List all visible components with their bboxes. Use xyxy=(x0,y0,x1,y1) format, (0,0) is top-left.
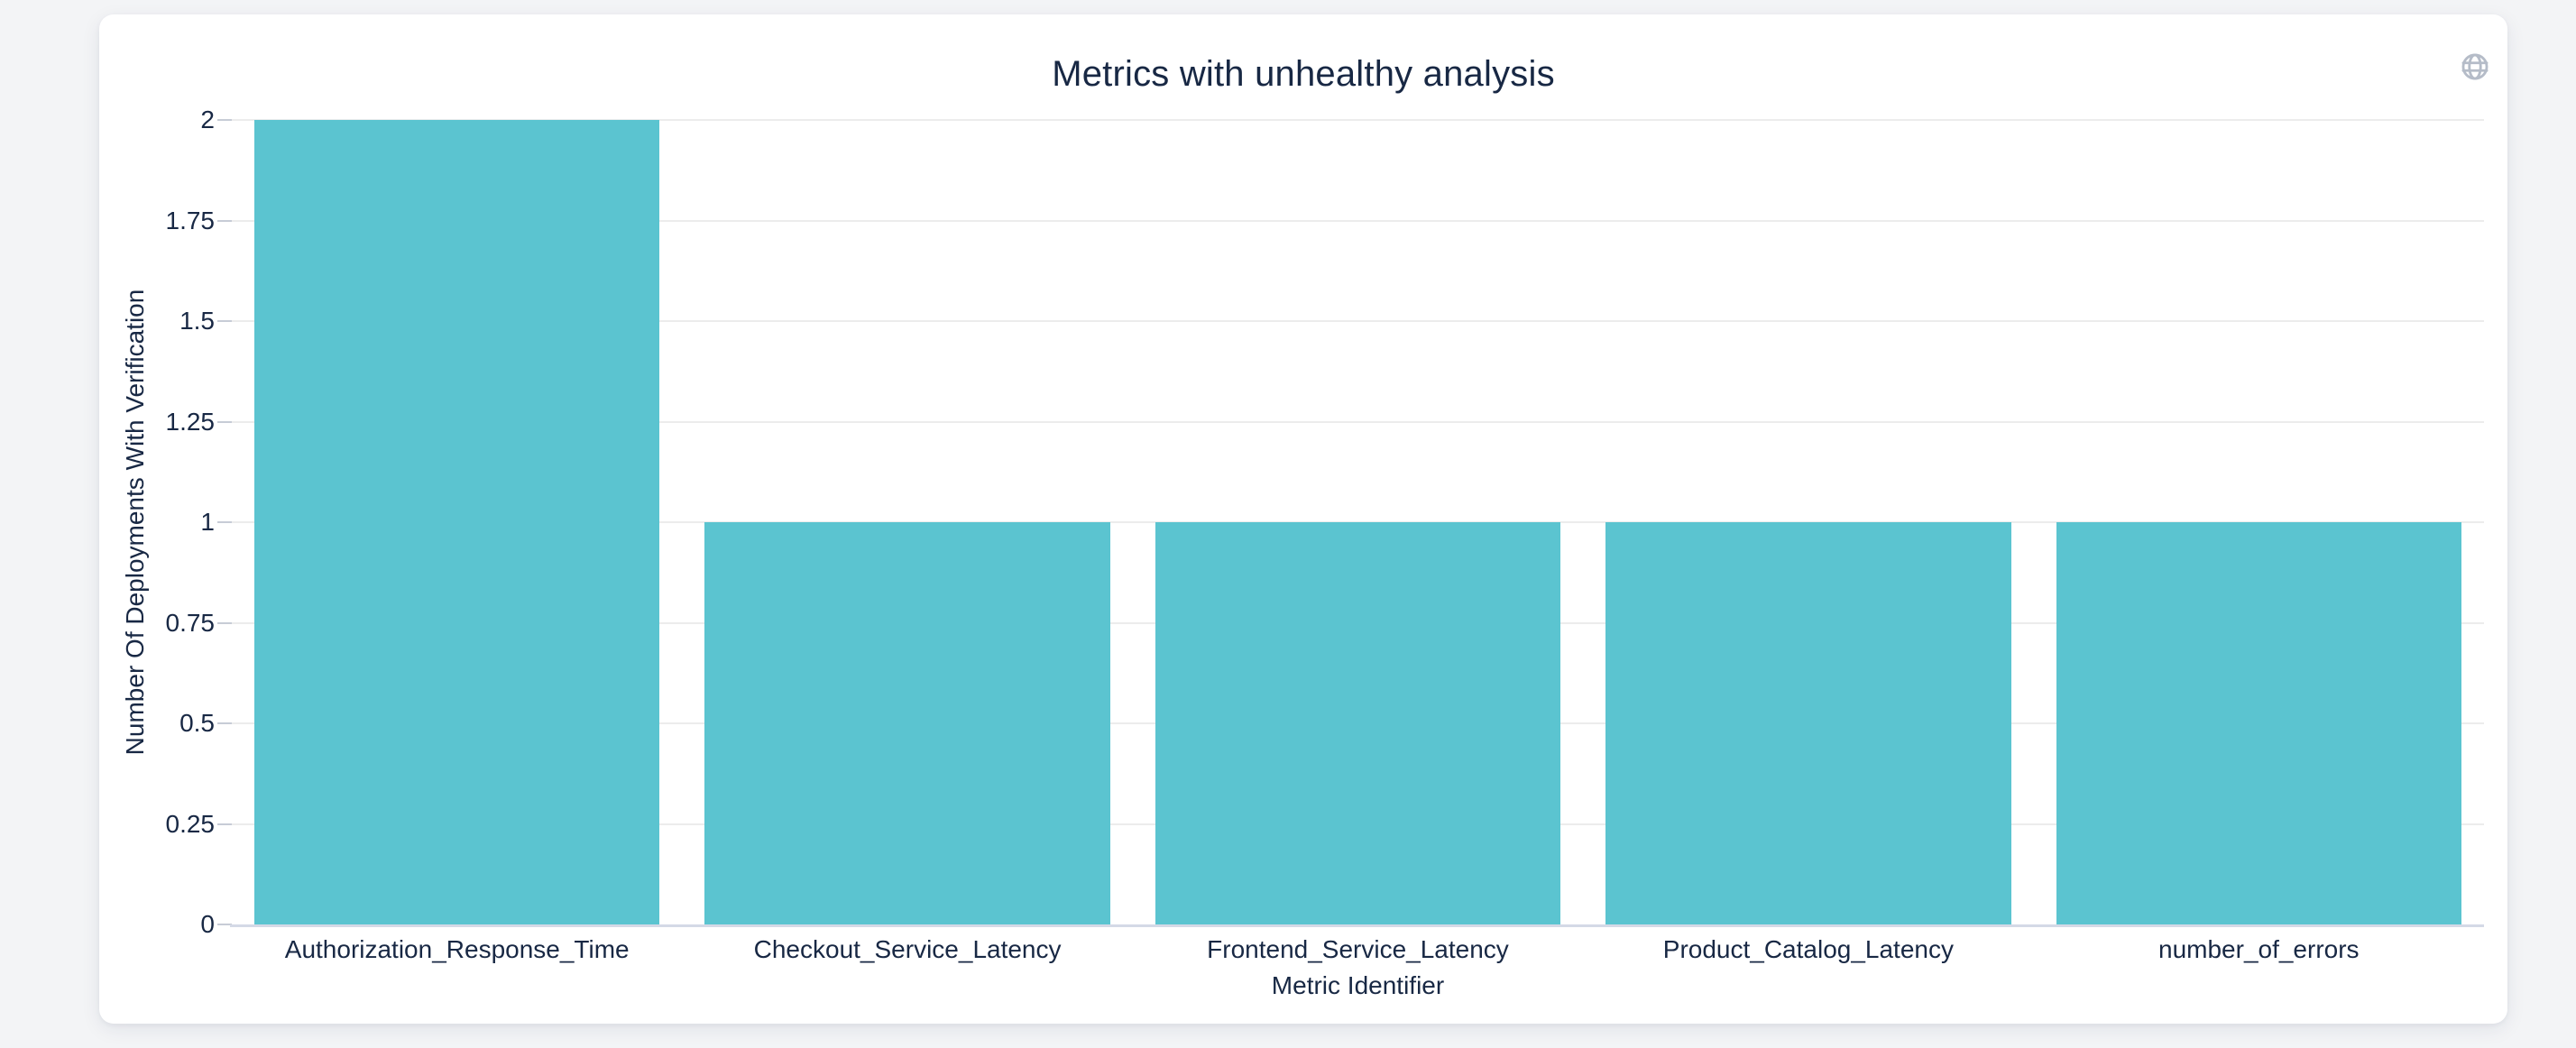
globe-icon xyxy=(2460,51,2490,82)
y-tick-mark xyxy=(217,119,232,121)
plot-area xyxy=(230,119,2484,927)
y-tick-mark xyxy=(217,924,232,925)
y-tick-label: 1.5 xyxy=(179,307,215,335)
y-tick-label: 1.75 xyxy=(165,206,216,234)
bar-number_of_errors[interactable] xyxy=(2056,522,2462,924)
y-tick-mark xyxy=(217,420,232,423)
x-category-label: Checkout_Service_Latency xyxy=(753,935,1062,963)
bar-Product_Catalog_Latency[interactable] xyxy=(1605,522,2011,924)
y-tick-mark xyxy=(217,823,232,825)
bar-Frontend_Service_Latency[interactable] xyxy=(1155,522,1561,924)
gridline-1.25 xyxy=(232,420,2484,423)
x-axis-title: Metric Identifier xyxy=(1271,971,1445,999)
y-tick-mark xyxy=(217,621,232,624)
globe-icon-button[interactable] xyxy=(2457,49,2493,85)
y-tick-mark xyxy=(217,521,232,523)
x-category-label: Frontend_Service_Latency xyxy=(1207,935,1509,963)
x-axis-line xyxy=(230,924,2484,927)
y-tick-mark xyxy=(217,320,232,322)
y-tick-label: 1 xyxy=(200,508,215,536)
y-tick-label: 0.5 xyxy=(179,709,215,737)
bar-Authorization_Response_Time[interactable] xyxy=(253,120,660,924)
bar-Checkout_Service_Latency[interactable] xyxy=(704,522,1110,924)
x-category-label: Product_Catalog_Latency xyxy=(1662,935,1954,963)
y-tick-label: 0.25 xyxy=(165,809,216,838)
chart-card: Metrics with unhealthy analysis Number O… xyxy=(99,14,2507,1024)
gridline-2 xyxy=(232,119,2484,121)
x-category-label: number_of_errors xyxy=(2158,935,2360,963)
gridline-1.75 xyxy=(232,219,2484,222)
x-category-label: Authorization_Response_Time xyxy=(284,935,630,963)
y-tick-label: 1.25 xyxy=(165,407,216,436)
gridline-1.5 xyxy=(232,320,2484,322)
y-tick-mark xyxy=(217,722,232,724)
y-tick-mark xyxy=(217,219,232,222)
y-tick-label: 0.75 xyxy=(165,608,216,637)
y-tick-label: 2 xyxy=(200,106,215,133)
chart-title: Metrics with unhealthy analysis xyxy=(1052,54,1555,94)
y-tick-label: 0 xyxy=(200,910,215,938)
